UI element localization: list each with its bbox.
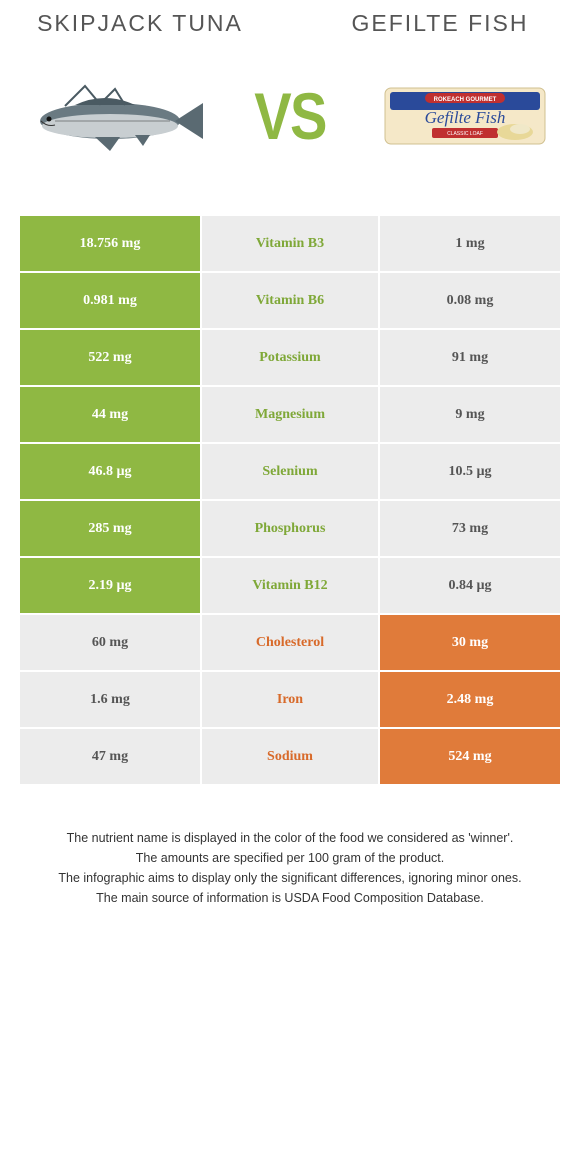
nutrient-name: Phosphorus [202,501,378,556]
gefilte-package-icon: ROKEACH GOURMET Gefilte Fish CLASSIC LOA… [380,76,550,156]
left-value: 60 mg [20,615,200,670]
right-value: 10.5 µg [380,444,560,499]
right-value: 30 mg [380,615,560,670]
footnote-line: The nutrient name is displayed in the co… [20,829,560,848]
nutrient-name: Sodium [202,729,378,784]
table-row: 18.756 mgVitamin B31 mg [20,216,560,271]
food-title-left: SKIPJACK TUNA [30,10,250,36]
tuna-icon [25,71,205,161]
table-row: 44 mgMagnesium9 mg [20,387,560,442]
nutrient-name: Potassium [202,330,378,385]
table-row: 47 mgSodium524 mg [20,729,560,784]
table-row: 2.19 µgVitamin B120.84 µg [20,558,560,613]
left-value: 47 mg [20,729,200,784]
svg-text:Gefilte Fish: Gefilte Fish [425,108,506,127]
svg-text:CLASSIC LOAF: CLASSIC LOAF [447,131,483,137]
left-value: 44 mg [20,387,200,442]
images-row: VS ROKEACH GOURMET Gefilte Fish CLASSIC … [0,56,580,196]
nutrient-name: Selenium [202,444,378,499]
right-value: 1 mg [380,216,560,271]
table-row: 46.8 µgSelenium10.5 µg [20,444,560,499]
footnote-line: The amounts are specified per 100 gram o… [20,849,560,868]
table-row: 1.6 mgIron2.48 mg [20,672,560,727]
footnote-line: The main source of information is USDA F… [20,889,560,908]
right-value: 0.84 µg [380,558,560,613]
left-value: 522 mg [20,330,200,385]
header: SKIPJACK TUNA GEFILTE FISH [0,0,580,56]
left-value: 18.756 mg [20,216,200,271]
nutrient-name: Cholesterol [202,615,378,670]
nutrient-name: Vitamin B3 [202,216,378,271]
vs-label: VS [254,78,325,154]
right-value: 524 mg [380,729,560,784]
left-food-image [25,66,205,166]
nutrient-name: Magnesium [202,387,378,442]
right-food-image: ROKEACH GOURMET Gefilte Fish CLASSIC LOA… [375,66,555,166]
table-row: 522 mgPotassium91 mg [20,330,560,385]
footnote-line: The infographic aims to display only the… [20,869,560,888]
left-value: 46.8 µg [20,444,200,499]
nutrient-name: Vitamin B6 [202,273,378,328]
food-title-right: GEFILTE FISH [330,10,550,36]
nutrient-name: Vitamin B12 [202,558,378,613]
table-row: 285 mgPhosphorus73 mg [20,501,560,556]
right-value: 0.08 mg [380,273,560,328]
right-value: 9 mg [380,387,560,442]
nutrition-table: 18.756 mgVitamin B31 mg0.981 mgVitamin B… [20,216,560,784]
left-value: 2.19 µg [20,558,200,613]
svg-text:ROKEACH GOURMET: ROKEACH GOURMET [434,97,497,103]
table-row: 0.981 mgVitamin B60.08 mg [20,273,560,328]
right-value: 91 mg [380,330,560,385]
right-value: 2.48 mg [380,672,560,727]
left-value: 1.6 mg [20,672,200,727]
right-value: 73 mg [380,501,560,556]
table-row: 60 mgCholesterol30 mg [20,615,560,670]
left-value: 285 mg [20,501,200,556]
nutrient-name: Iron [202,672,378,727]
footnotes: The nutrient name is displayed in the co… [20,829,560,907]
left-value: 0.981 mg [20,273,200,328]
